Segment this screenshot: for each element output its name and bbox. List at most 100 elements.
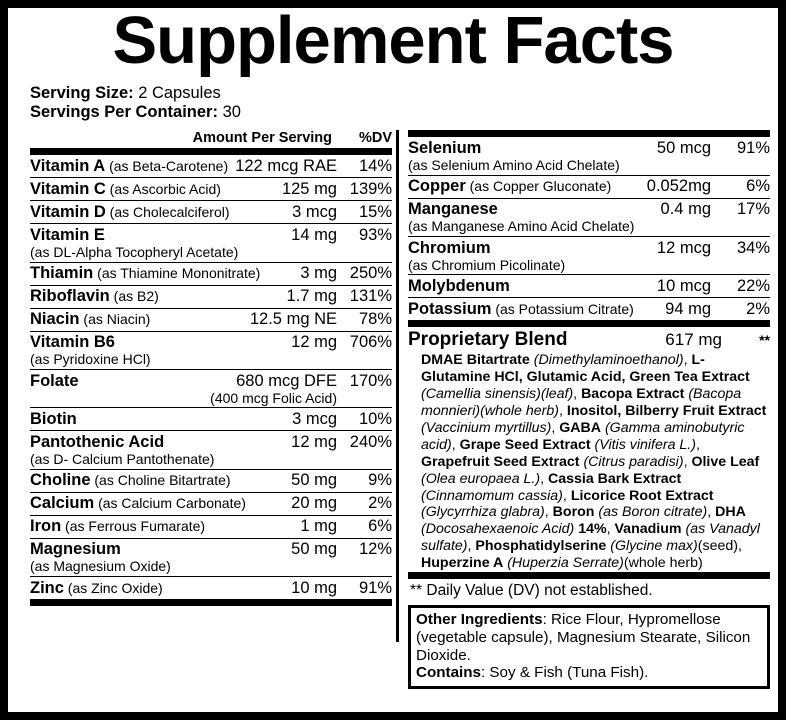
nutrient-amount: 1.7 mg xyxy=(286,287,337,306)
nutrient-name: Copper (as Copper Gluconate) xyxy=(408,177,612,196)
nutrient-percent-dv: 250% xyxy=(349,264,392,283)
servings-per-container-line: Servings Per Container: 30 xyxy=(30,103,772,123)
nutrient-percent-dv: 10% xyxy=(358,409,392,428)
nutrient-amount: 14 mg xyxy=(291,225,337,244)
nutrient-source-subline: (as Manganese Amino Acid Chelate) xyxy=(408,218,635,235)
column-divider xyxy=(396,130,399,643)
nutrient-name: Niacin (as Niacin) xyxy=(30,310,151,329)
row-divider xyxy=(30,576,392,578)
nutrient-amount: 50 mcg xyxy=(656,138,711,157)
other-ingredients-box: Other Ingredients: Rice Flour, Hypromell… xyxy=(408,605,770,690)
servings-per-container-value: 30 xyxy=(217,103,241,122)
nutrient-name: Iron (as Ferrous Fumarate) xyxy=(30,517,206,536)
nutrient-amount: 0.052mg xyxy=(646,177,711,196)
right-nutrient-rows: Selenium 50 mcg 91% (as Selenium Amino Acid… xyxy=(408,137,770,320)
left-column-spacer xyxy=(30,606,392,712)
nutrient-name: Choline (as Choline Bitartrate) xyxy=(30,471,231,490)
nutrient-source-subline: (as DL-Alpha Tocopheryl Acetate) xyxy=(30,243,239,260)
nutrient-name: Folate xyxy=(30,371,79,390)
nutrient-amount: 1 mg xyxy=(300,517,337,536)
row-divider xyxy=(30,491,392,493)
row-divider xyxy=(408,236,770,238)
nutrient-percent-dv: 91% xyxy=(736,138,770,157)
nutrient-row: Calcium (as Calcium Carbonate) 20 mg 2% xyxy=(30,493,392,515)
nutrient-row: Vitamin B6 12 mg 706% (as Pyridoxine HCl) xyxy=(30,332,392,369)
nutrient-row-main: Potassium (as Potassium Citrate) 94 mg 2% xyxy=(408,300,770,319)
contains-label: Contains xyxy=(416,664,481,682)
nutrient-row-main: Calcium (as Calcium Carbonate) 20 mg 2% xyxy=(30,494,392,513)
percent-dv-header: %DV xyxy=(358,130,392,147)
nutrient-row: Thiamin (as Thiamine Mononitrate) 3 mg 250… xyxy=(30,263,392,285)
other-ingredients-text: : Rice Flour, Hypromellose (vegetable ca… xyxy=(416,611,751,664)
nutrient-percent-dv: 9% xyxy=(368,471,392,490)
column-headers: Amount Per Serving %DV xyxy=(30,130,392,148)
nutrient-row-main: Selenium 50 mcg 91% xyxy=(408,139,770,158)
nutrient-amount: 12 mg xyxy=(291,333,337,352)
nutrient-row: Chromium 12 mcg 34% (as Chromium Picolinate… xyxy=(408,237,770,274)
nutrient-amount: 50 mg xyxy=(291,540,337,559)
row-divider xyxy=(30,468,392,470)
nutrient-row-main: Vitamin E 14 mg 93% xyxy=(30,226,392,245)
nutrient-amount: 10 mg xyxy=(291,578,337,597)
nutrient-percent-dv: 22% xyxy=(736,276,770,295)
nutrient-row: Magnesium 50 mg 12% (as Magnesium Oxide) xyxy=(30,539,392,576)
row-divider xyxy=(30,177,392,179)
nutrient-percent-dv: 6% xyxy=(746,177,770,196)
nutrient-name: Vitamin B6 xyxy=(30,333,115,352)
nutrient-percent-dv: 12% xyxy=(358,540,392,559)
row-divider xyxy=(408,274,770,276)
nutrient-amount: 12 mg xyxy=(291,432,337,451)
nutrient-name: Zinc (as Zinc Oxide) xyxy=(30,578,163,597)
nutrient-row: Manganese 0.4 mg 17% (as Manganese Amino Ac… xyxy=(408,199,770,236)
left-column-bottom-rule xyxy=(30,599,392,607)
nutrient-amount: 12 mcg xyxy=(656,238,711,257)
nutrient-row-main: Vitamin B6 12 mg 706% xyxy=(30,333,392,352)
nutrient-percent-dv: 170% xyxy=(349,371,392,390)
row-divider xyxy=(30,407,392,409)
serving-size-label: Serving Size: xyxy=(30,83,134,102)
proprietary-blend-header: Proprietary Blend 617 mg ** xyxy=(408,327,770,351)
row-divider xyxy=(408,174,770,176)
nutrient-name: Chromium xyxy=(408,238,491,257)
amount-per-serving-header: Amount Per Serving xyxy=(192,130,332,147)
nutrient-source-subline: (as D- Calcium Pantothenate) xyxy=(30,450,215,467)
nutrient-percent-dv: 78% xyxy=(358,310,392,329)
nutrient-row: Selenium 50 mcg 91% (as Selenium Amino Acid… xyxy=(408,137,770,174)
nutrient-row: Choline (as Choline Bitartrate) 50 mg 9% xyxy=(30,470,392,492)
nutrient-percent-dv: 6% xyxy=(368,517,392,536)
nutrient-row-main: Chromium 12 mcg 34% xyxy=(408,239,770,258)
nutrient-row: Vitamin A (as Beta-Carotene) 122 mcg RAE 1… xyxy=(30,155,392,177)
nutrient-row-main: Biotin 3 mcg 10% xyxy=(30,410,392,429)
nutrient-amount: 125 mg xyxy=(281,179,337,198)
nutrient-row-main: Thiamin (as Thiamine Mononitrate) 3 mg 250… xyxy=(30,264,392,283)
blend-top-rule xyxy=(408,320,770,328)
row-divider xyxy=(408,197,770,199)
nutrient-row-main: Magnesium 50 mg 12% xyxy=(30,540,392,559)
nutrient-row: Folate 680 mcg DFE 170% (400 mcg Folic Acid… xyxy=(30,370,392,407)
row-divider xyxy=(30,430,392,432)
row-divider xyxy=(408,297,770,299)
nutrient-percent-dv: 2% xyxy=(746,299,770,318)
nutrient-row-main: Choline (as Choline Bitartrate) 50 mg 9% xyxy=(30,471,392,490)
row-divider xyxy=(30,514,392,516)
nutrient-name: Selenium xyxy=(408,138,482,157)
nutrient-amount: 3 mcg xyxy=(292,409,337,428)
nutrient-row-main: Copper (as Copper Gluconate) 0.052mg 6% xyxy=(408,177,770,196)
nutrient-row-main: Vitamin A (as Beta-Carotene) 122 mcg RAE 1… xyxy=(30,157,392,176)
nutrient-name: Pantothenic Acid xyxy=(30,432,165,451)
nutrient-amount: 10 mcg xyxy=(656,276,711,295)
nutrient-percent-dv: 240% xyxy=(349,432,392,451)
nutrient-name: Vitamin C (as Ascorbic Acid) xyxy=(30,179,221,198)
nutrient-amount: 50 mg xyxy=(291,471,337,490)
nutrient-amount: 20 mg xyxy=(291,494,337,513)
nutrient-row: Zinc (as Zinc Oxide) 10 mg 91% xyxy=(30,577,392,599)
nutrient-source-subline: (as Pyridoxine HCl) xyxy=(30,351,151,368)
contains-line: Contains: Soy & Fish (Tuna Fish). xyxy=(416,664,762,682)
daily-value-note: ** Daily Value (DV) not established. xyxy=(410,582,653,599)
proprietary-blend-ingredients: DMAE Bitartrate (Dimethylaminoethanol), … xyxy=(421,352,767,572)
right-nutrient-column: Selenium 50 mcg 91% (as Selenium Amino Acid… xyxy=(408,130,770,712)
nutrient-percent-dv: 15% xyxy=(358,202,392,221)
row-divider xyxy=(30,307,392,309)
other-ingredients-line: Other Ingredients: Rice Flour, Hypromell… xyxy=(416,611,762,664)
nutrient-name: Vitamin D (as Cholecalciferol) xyxy=(30,202,230,221)
